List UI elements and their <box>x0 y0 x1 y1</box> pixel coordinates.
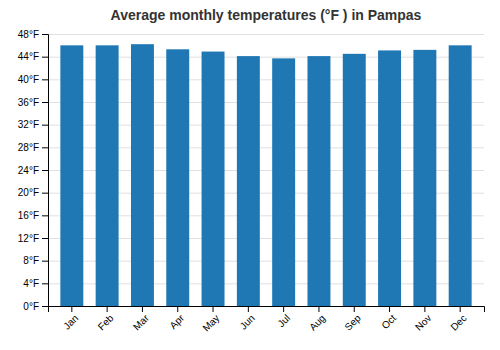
bar <box>449 45 472 306</box>
tick-mark <box>248 306 249 312</box>
x-tick: Aug <box>307 306 327 333</box>
tick-mark <box>42 170 48 171</box>
bars <box>60 44 471 306</box>
y-tick: 24°F <box>18 165 48 176</box>
tick-mark <box>107 306 108 312</box>
tick-mark <box>424 306 425 312</box>
grid-line <box>48 34 484 35</box>
x-axis: Jan Feb Mar Apr May Jun Jul Aug Sep Oct Nov Dec <box>49 306 485 334</box>
tick-label: May <box>200 312 221 333</box>
tick-label: 12°F <box>18 233 39 244</box>
y-tick: 8°F <box>23 255 48 266</box>
tick-label: Oct <box>379 312 398 331</box>
x-tick: Feb <box>96 306 116 332</box>
y-axis: 0°F 4°F 8°F 12°F 16°F 20°F 24°F 28°F 32°F 36°F 40°… <box>18 29 49 312</box>
bar <box>202 52 225 306</box>
tick-label: 0°F <box>23 301 39 312</box>
bar <box>131 44 154 306</box>
bar <box>343 54 366 306</box>
tick-mark <box>42 238 48 239</box>
tick-mark <box>42 125 48 126</box>
tick-label: 40°F <box>18 74 39 85</box>
x-tick: Jun <box>238 306 257 332</box>
tick-mark <box>318 306 319 312</box>
tick-label: Aug <box>307 312 327 332</box>
tick-mark <box>460 306 461 312</box>
y-tick: 36°F <box>18 97 48 108</box>
tick-label: 48°F <box>18 29 39 40</box>
tick-mark <box>42 193 48 194</box>
tick-mark <box>42 34 48 35</box>
y-tick: 40°F <box>18 74 48 85</box>
tick-mark <box>389 306 390 312</box>
tick-mark <box>42 306 48 307</box>
x-tick: Sep <box>342 306 363 333</box>
tick-label: Jul <box>275 312 292 329</box>
bar <box>378 50 401 306</box>
tick-label: 32°F <box>18 119 39 130</box>
tick-label: 36°F <box>18 97 39 108</box>
chart: 0°F 4°F 8°F 12°F 16°F 20°F 24°F 28°F 32°F 36°F 40°… <box>0 0 500 350</box>
bar <box>272 58 295 306</box>
plot: 0°F 4°F 8°F 12°F 16°F 20°F 24°F 28°F 32°F 36°F 40°… <box>18 29 485 334</box>
tick-mark <box>283 306 284 312</box>
bar <box>307 56 330 306</box>
axis-line <box>49 307 485 313</box>
tick-label: Dec <box>448 312 468 332</box>
title: Average monthly temperatures (°F ) in Pa… <box>111 7 422 23</box>
tick-label: 20°F <box>18 187 39 198</box>
x-tick: May <box>200 306 221 334</box>
y-tick: 4°F <box>23 278 48 289</box>
tick-mark <box>354 306 355 312</box>
x-tick: Mar <box>131 306 151 332</box>
tick-label: Feb <box>96 312 116 332</box>
bar <box>166 49 189 306</box>
tick-label: Jun <box>238 312 257 331</box>
y-tick: 0°F <box>23 301 48 312</box>
y-tick: 48°F <box>18 29 48 40</box>
tick-mark <box>42 57 48 58</box>
grid <box>48 35 484 307</box>
y-tick: 20°F <box>18 187 48 198</box>
y-tick: 44°F <box>18 51 48 62</box>
tick-mark <box>71 306 72 312</box>
tick-mark <box>177 306 178 312</box>
tick-mark <box>42 283 48 284</box>
bar <box>96 45 119 306</box>
tick-mark <box>42 102 48 103</box>
tick-label: Nov <box>413 312 433 332</box>
tick-label: 24°F <box>18 165 39 176</box>
tick-mark <box>42 79 48 80</box>
tick-mark <box>42 215 48 216</box>
x-tick: Oct <box>379 306 398 331</box>
tick-label: Jan <box>61 312 80 331</box>
tick-label: 44°F <box>18 51 39 62</box>
x-tick: Dec <box>448 306 468 333</box>
y-tick: 12°F <box>18 233 48 244</box>
y-tick: 32°F <box>18 119 48 130</box>
tick-mark <box>213 306 214 312</box>
tick-mark <box>42 147 48 148</box>
tick-label: 4°F <box>23 278 39 289</box>
x-tick: Nov <box>413 306 433 333</box>
tick-label: Apr <box>167 312 186 331</box>
y-tick: 16°F <box>18 210 48 221</box>
bar <box>60 45 83 306</box>
tick-mark <box>142 306 143 312</box>
y-tick: 28°F <box>18 142 48 153</box>
tick-label: 28°F <box>18 142 39 153</box>
x-tick: Jan <box>61 306 80 332</box>
bar <box>237 56 260 306</box>
tick-mark <box>42 261 48 262</box>
bar <box>413 50 436 306</box>
x-tick: Jul <box>275 306 292 329</box>
tick-label: 8°F <box>23 255 39 266</box>
grid-tick <box>48 34 484 35</box>
x-tick: Apr <box>167 306 186 331</box>
tick-label: 16°F <box>18 210 39 221</box>
tick-label: Sep <box>342 312 363 333</box>
tick-label: Mar <box>131 312 151 332</box>
axis-line <box>42 35 49 307</box>
